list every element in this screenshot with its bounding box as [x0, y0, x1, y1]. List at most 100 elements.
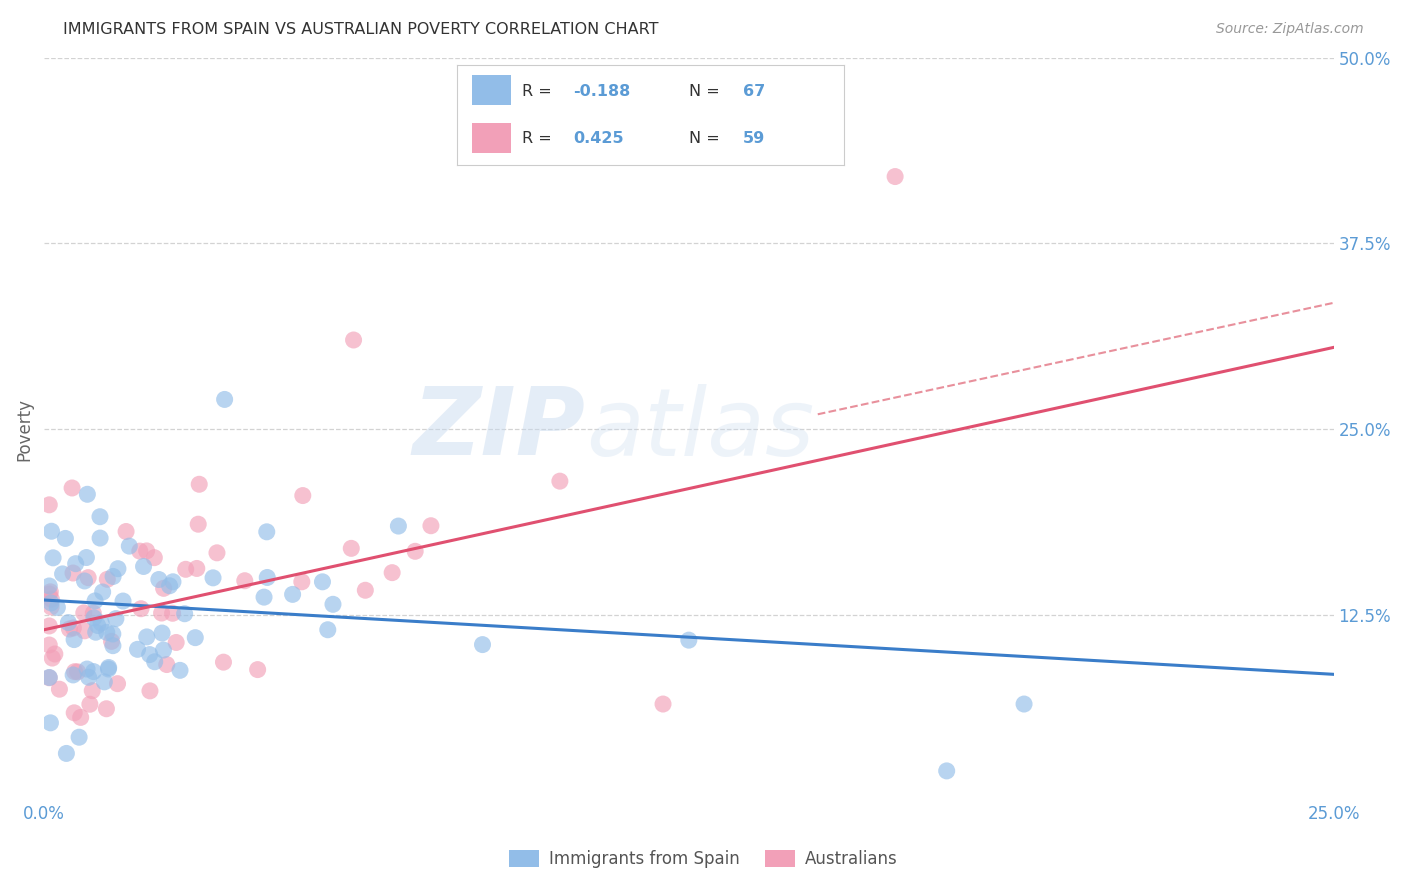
Point [150, 626, 173, 640]
Point [128, 544, 150, 558]
Point [291, 489, 314, 503]
Point [678, 633, 700, 648]
Point [884, 169, 907, 184]
Point [143, 655, 166, 669]
Point [39, 585, 62, 599]
Point [135, 630, 157, 644]
Point [342, 333, 364, 347]
Point [39, 599, 62, 614]
Point [101, 639, 124, 653]
Point [46, 600, 69, 615]
Point [58, 622, 80, 636]
Point [83, 611, 105, 625]
Point [38, 671, 60, 685]
Point [100, 634, 122, 648]
Point [159, 579, 181, 593]
Point [38, 671, 60, 685]
Point [156, 657, 179, 672]
Point [127, 642, 149, 657]
Point [162, 574, 184, 589]
Point [212, 655, 235, 669]
Point [548, 474, 571, 488]
Point [84, 594, 107, 608]
Point [77, 670, 100, 684]
Point [214, 392, 236, 407]
Point [38, 587, 60, 601]
Point [91, 585, 114, 599]
Point [101, 569, 124, 583]
Point [79, 698, 101, 712]
Point [58, 615, 80, 630]
Point [256, 524, 278, 539]
Point [104, 611, 127, 625]
Point [112, 594, 135, 608]
Point [246, 663, 269, 677]
Point [381, 566, 404, 580]
Point [135, 544, 157, 558]
Point [316, 623, 339, 637]
Point [62, 668, 84, 682]
Point [652, 697, 675, 711]
Point [39, 715, 62, 730]
Point [173, 607, 195, 621]
Point [76, 487, 98, 501]
Text: atlas: atlas [586, 384, 814, 475]
Text: IMMIGRANTS FROM SPAIN VS AUSTRALIAN POVERTY CORRELATION CHART: IMMIGRANTS FROM SPAIN VS AUSTRALIAN POVE… [63, 22, 659, 37]
Point [86, 618, 108, 632]
Point [97, 662, 120, 676]
Point [73, 574, 96, 588]
Point [60, 481, 83, 495]
Point [187, 517, 209, 532]
Point [55, 532, 77, 546]
Point [152, 582, 174, 596]
Point [96, 625, 118, 640]
Point [253, 590, 276, 604]
Point [42, 550, 65, 565]
Point [84, 625, 107, 640]
Point [38, 619, 60, 633]
Point [77, 571, 100, 585]
Point [41, 651, 63, 665]
Point [63, 665, 86, 679]
Point [38, 498, 60, 512]
Point [143, 550, 166, 565]
Point [419, 518, 441, 533]
Point [101, 627, 124, 641]
Point [311, 574, 333, 589]
Point [202, 571, 225, 585]
Point [73, 606, 96, 620]
Point [38, 638, 60, 652]
Point [48, 682, 70, 697]
Point [52, 566, 75, 581]
Point [39, 596, 62, 610]
Point [62, 621, 84, 635]
Point [93, 674, 115, 689]
Point [162, 607, 184, 621]
Point [63, 706, 86, 720]
Point [69, 710, 91, 724]
Point [107, 676, 129, 690]
Point [340, 541, 363, 556]
Point [138, 648, 160, 662]
Point [97, 660, 120, 674]
Point [205, 546, 228, 560]
Point [41, 592, 63, 607]
Point [233, 574, 256, 588]
Point [82, 606, 104, 620]
Y-axis label: Poverty: Poverty [15, 398, 32, 460]
Point [322, 597, 344, 611]
Point [90, 615, 112, 630]
Point [1012, 697, 1035, 711]
Point [354, 583, 377, 598]
Point [935, 764, 957, 778]
Point [89, 509, 111, 524]
Point [129, 601, 152, 615]
Legend: Immigrants from Spain, Australians: Immigrants from Spain, Australians [502, 843, 904, 875]
Point [62, 566, 84, 580]
Point [63, 632, 86, 647]
Point [256, 570, 278, 584]
Point [96, 702, 118, 716]
Point [73, 624, 96, 638]
Point [139, 684, 162, 698]
Point [118, 539, 141, 553]
